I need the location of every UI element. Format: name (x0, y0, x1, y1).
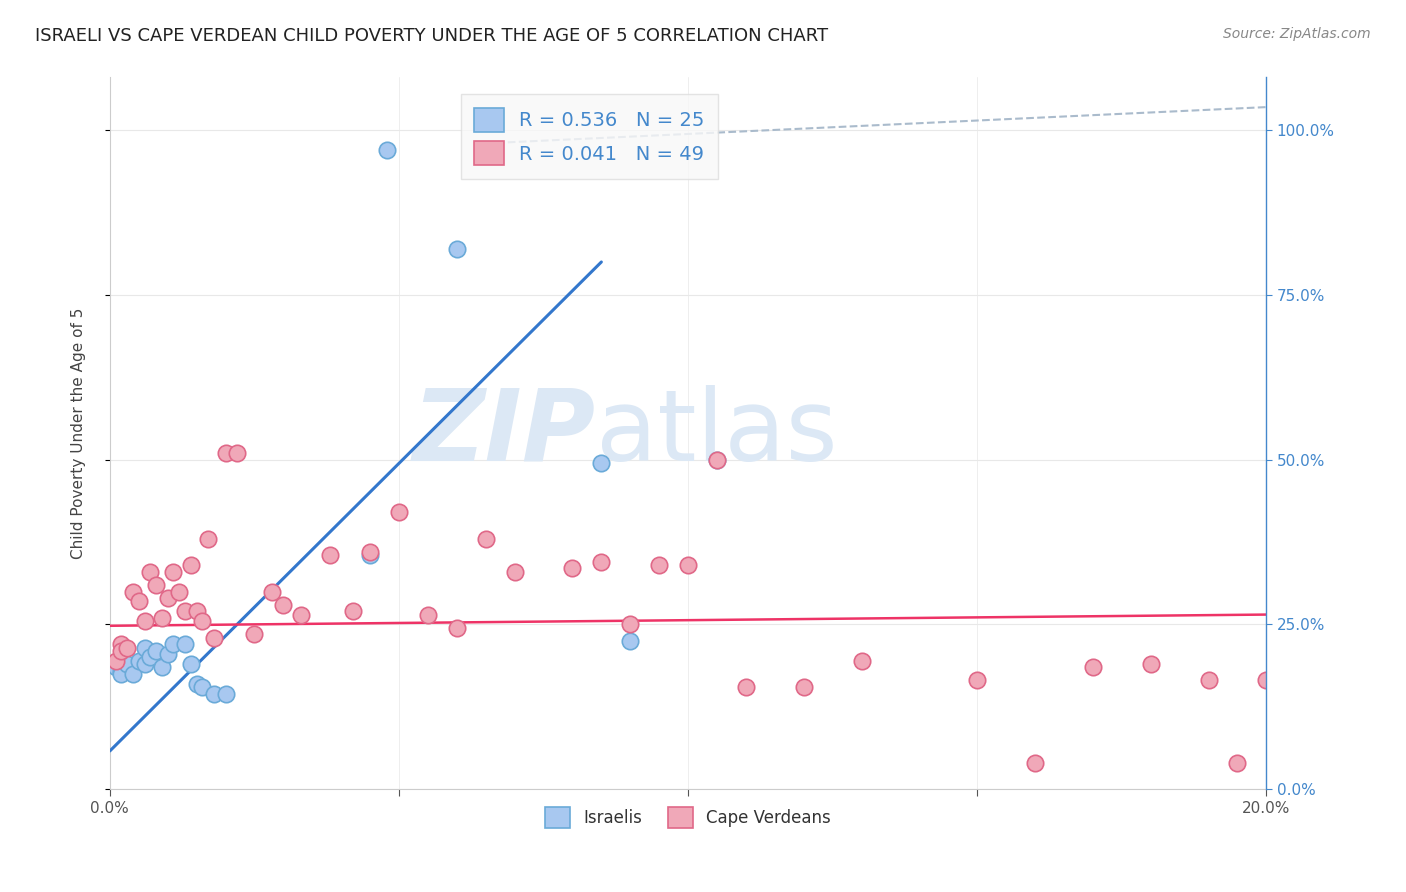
Point (139, 565, 162, 579)
Point (150, 660, 173, 674)
Point (174, 604, 197, 618)
Point (318, 548, 340, 562)
Point (359, 545, 381, 559)
Point (648, 558, 671, 573)
Point (104, 660, 127, 674)
Point (191, 614, 214, 628)
Point (474, 532, 496, 546)
Point (446, 242, 468, 256)
Point (145, 578, 167, 592)
Text: ISRAELI VS CAPE VERDEAN CHILD POVERTY UNDER THE AGE OF 5 CORRELATION CHART: ISRAELI VS CAPE VERDEAN CHILD POVERTY UN… (35, 27, 828, 45)
Text: ZIP: ZIP (412, 384, 596, 482)
Point (214, 687, 236, 701)
Point (273, 598, 295, 612)
Point (503, 565, 526, 579)
Point (359, 548, 381, 562)
Point (180, 558, 202, 573)
Point (162, 565, 184, 579)
Point (115, 657, 138, 671)
Y-axis label: Child Poverty Under the Age of 5: Child Poverty Under the Age of 5 (72, 308, 86, 559)
Point (139, 650, 162, 665)
Point (128, 594, 150, 608)
Point (110, 666, 132, 681)
Point (134, 657, 156, 671)
Point (377, 143, 399, 157)
Point (167, 584, 190, 599)
Point (162, 637, 184, 651)
Point (122, 666, 145, 681)
Point (591, 456, 613, 470)
Point (191, 680, 214, 694)
Point (1198, 673, 1220, 688)
Point (851, 654, 873, 668)
Point (110, 637, 132, 651)
Point (180, 657, 202, 671)
Text: atlas: atlas (596, 384, 837, 482)
Point (214, 446, 236, 460)
Point (243, 627, 266, 641)
Point (1256, 673, 1278, 688)
Point (226, 446, 249, 460)
Point (591, 555, 613, 569)
Point (202, 631, 225, 645)
Legend: Israelis, Cape Verdeans: Israelis, Cape Verdeans (538, 801, 838, 834)
Point (110, 644, 132, 658)
Point (104, 654, 127, 668)
Point (202, 687, 225, 701)
Point (134, 614, 156, 628)
Point (150, 611, 173, 625)
Point (128, 654, 150, 668)
Point (1081, 660, 1104, 674)
Point (706, 452, 728, 467)
Point (145, 644, 167, 658)
Point (676, 558, 699, 573)
Point (619, 634, 641, 648)
Point (1226, 756, 1249, 770)
Point (793, 680, 815, 694)
Point (735, 680, 758, 694)
Point (388, 505, 411, 519)
Point (706, 452, 728, 467)
Point (197, 532, 219, 546)
Point (1139, 657, 1161, 671)
Point (1024, 756, 1046, 770)
Point (260, 584, 283, 599)
Text: Source: ZipAtlas.com: Source: ZipAtlas.com (1223, 27, 1371, 41)
Point (290, 607, 312, 622)
Point (966, 673, 988, 688)
Point (446, 621, 468, 635)
Point (156, 591, 179, 606)
Point (416, 607, 439, 622)
Point (174, 637, 197, 651)
Point (122, 584, 145, 599)
Point (115, 640, 138, 655)
Point (156, 647, 179, 661)
Point (561, 561, 583, 575)
Point (134, 640, 156, 655)
Point (342, 604, 364, 618)
Point (186, 677, 208, 691)
Point (619, 617, 641, 632)
Point (110, 664, 132, 678)
Point (186, 604, 208, 618)
